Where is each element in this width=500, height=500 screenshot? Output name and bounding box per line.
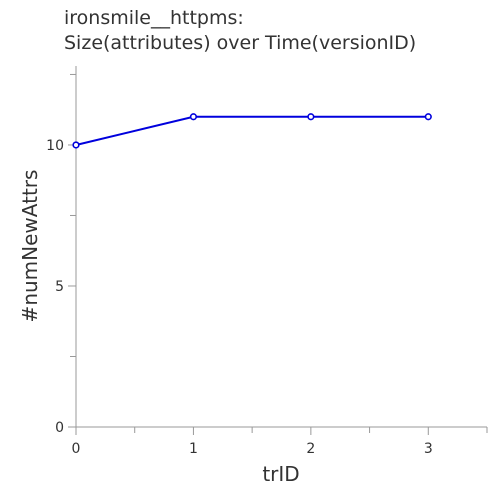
plot-series [72, 113, 432, 149]
x-axis-label: trID [262, 462, 299, 486]
data-point [424, 113, 432, 121]
y-tick-label: 0 [55, 420, 64, 436]
y-axis: 0 5 10 [46, 66, 77, 436]
data-point [72, 141, 80, 149]
y-ticks: 0 5 10 [46, 73, 76, 436]
y-axis-label: #numNewAttrs [18, 170, 42, 323]
data-point [189, 113, 198, 121]
chart-title: ironsmile__httpms: Size(attributes) over… [64, 6, 416, 56]
data-point [307, 113, 315, 121]
x-tick-label: 0 [72, 441, 81, 457]
x-axis: 0 1 2 3 [72, 426, 488, 457]
y-tick-label: 10 [46, 138, 64, 154]
x-tick-label: 1 [189, 441, 198, 457]
x-tick-label: 2 [306, 441, 315, 457]
x-tick-label: 3 [424, 441, 433, 457]
x-ticks: 0 1 2 3 [72, 427, 488, 457]
y-tick-label: 5 [55, 279, 64, 295]
series-line [75, 115, 429, 146]
chart-title-line-2: Size(attributes) over Time(versionID) [64, 32, 417, 54]
chart-title-line-1: ironsmile__httpms: [64, 7, 244, 29]
